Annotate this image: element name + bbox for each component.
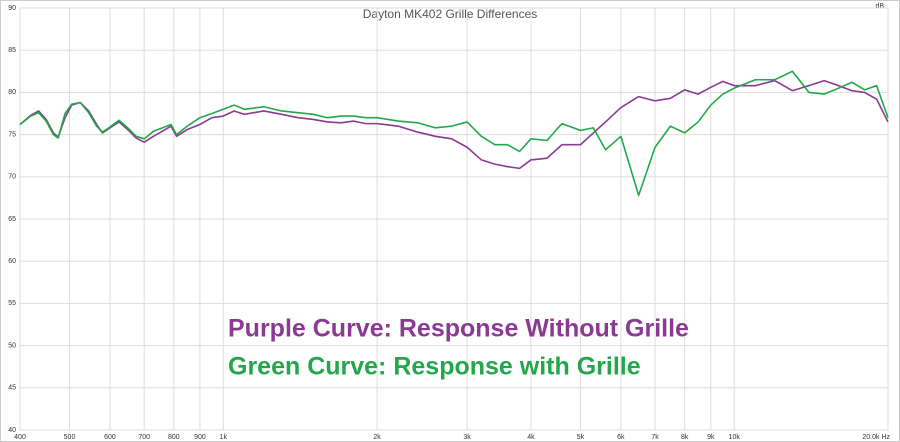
series-line [19, 70, 889, 197]
x-tick-label: 9k [707, 434, 715, 441]
x-tick-label: 800 [168, 434, 180, 441]
x-tick-label: 3k [463, 434, 471, 441]
x-tick-label: 10k [729, 434, 741, 441]
x-tick-label: 500 [64, 434, 76, 441]
x-tick-label: 20.0k Hz [862, 434, 890, 441]
y-tick-label: 90 [8, 5, 16, 12]
y-tick-label: 45 [8, 385, 16, 392]
x-tick-label: 400 [14, 434, 26, 441]
x-tick-label: 600 [104, 434, 116, 441]
y-tick-label: 40 [8, 427, 16, 434]
x-tick-label: 5k [577, 434, 585, 441]
chart-title: Dayton MK402 Grille Differences [363, 7, 538, 21]
y-unit: dB [875, 3, 884, 10]
x-tick-label: 2k [373, 434, 381, 441]
y-tick-label: 80 [8, 89, 16, 96]
x-tick-label: 1k [220, 434, 228, 441]
x-tick-label: 6k [617, 434, 625, 441]
legend-label: Green Curve: Response with Grille [228, 353, 641, 381]
y-tick-label: 70 [8, 174, 16, 181]
x-tick-label: 7k [651, 434, 659, 441]
y-tick-label: 50 [8, 342, 16, 349]
y-tick-label: 85 [8, 47, 16, 54]
y-tick-label: 75 [8, 131, 16, 138]
y-tick-label: 60 [8, 258, 16, 265]
y-tick-label: 55 [8, 300, 16, 307]
x-tick-label: 900 [194, 434, 206, 441]
y-tick-label: 65 [8, 216, 16, 223]
x-tick-label: 8k [681, 434, 689, 441]
x-tick-label: 4k [527, 434, 535, 441]
legend-label: Purple Curve: Response Without Grille [228, 315, 689, 343]
x-tick-label: 700 [138, 434, 150, 441]
